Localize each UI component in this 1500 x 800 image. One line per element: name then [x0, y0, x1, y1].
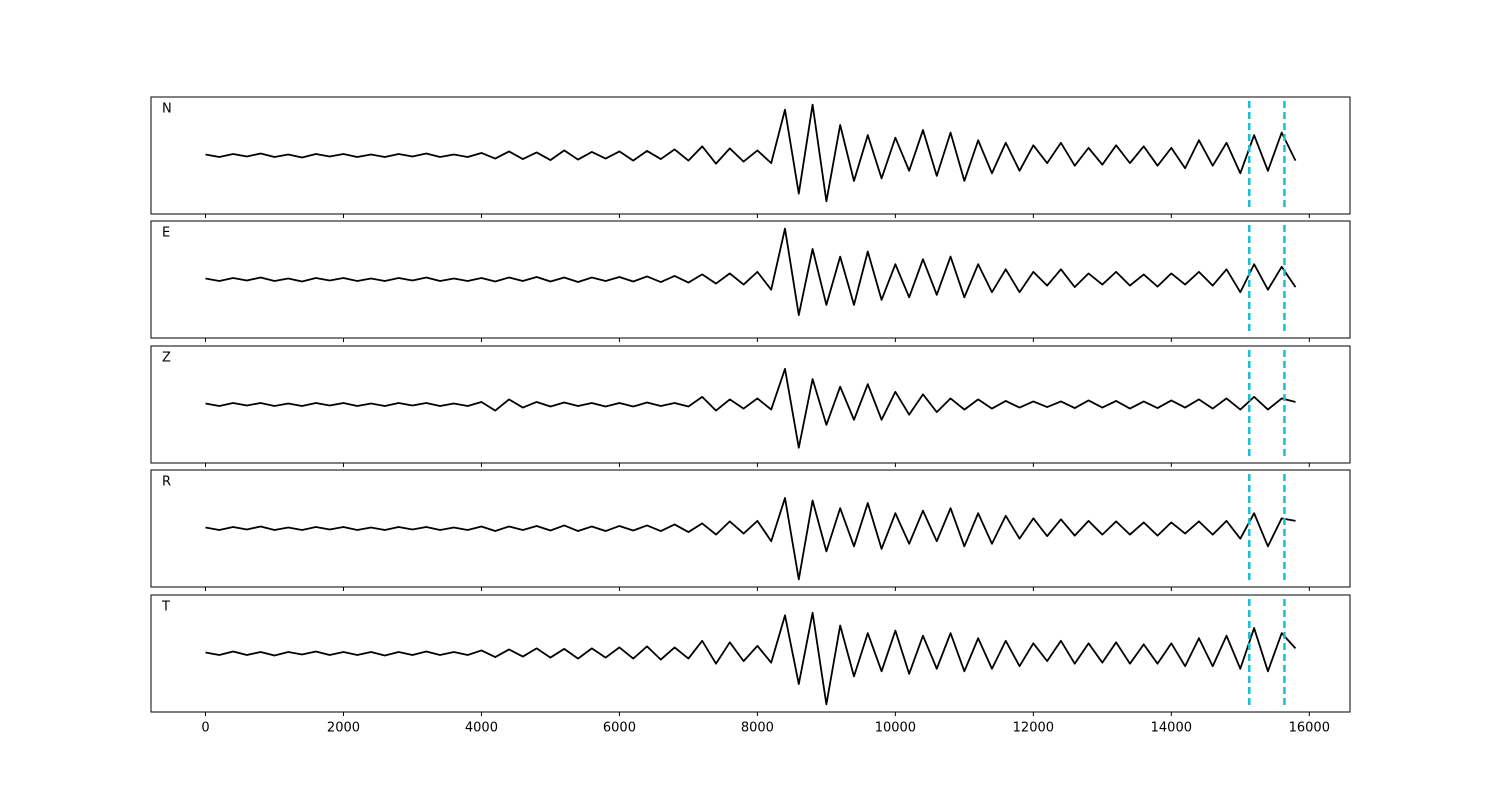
x-tick-label: 12000	[1013, 721, 1054, 736]
trace	[205, 367, 1296, 449]
panel-frame	[150, 220, 1351, 339]
trace	[205, 103, 1297, 203]
x-tick-label: 8000	[741, 721, 774, 736]
panel-frame	[150, 345, 1351, 464]
trace	[205, 497, 1296, 581]
trace	[205, 227, 1297, 317]
trace	[205, 611, 1297, 706]
x-tick-label: 10000	[875, 721, 916, 736]
panel-frame	[150, 96, 1351, 215]
panel-label: E	[162, 226, 170, 241]
x-tick-label: 0	[201, 721, 209, 736]
x-tick-label: 2000	[327, 721, 360, 736]
panel-label: R	[162, 475, 171, 490]
panel-label: N	[162, 102, 172, 117]
x-tick-label: 4000	[465, 721, 498, 736]
x-tick-label: 6000	[603, 721, 636, 736]
panel-frame	[150, 469, 1351, 588]
panel-frame	[150, 594, 1351, 713]
panel-label: T	[161, 600, 170, 615]
x-tick-label: 14000	[1151, 721, 1192, 736]
panel-label: Z	[162, 351, 171, 366]
x-tick-label: 16000	[1289, 721, 1330, 736]
